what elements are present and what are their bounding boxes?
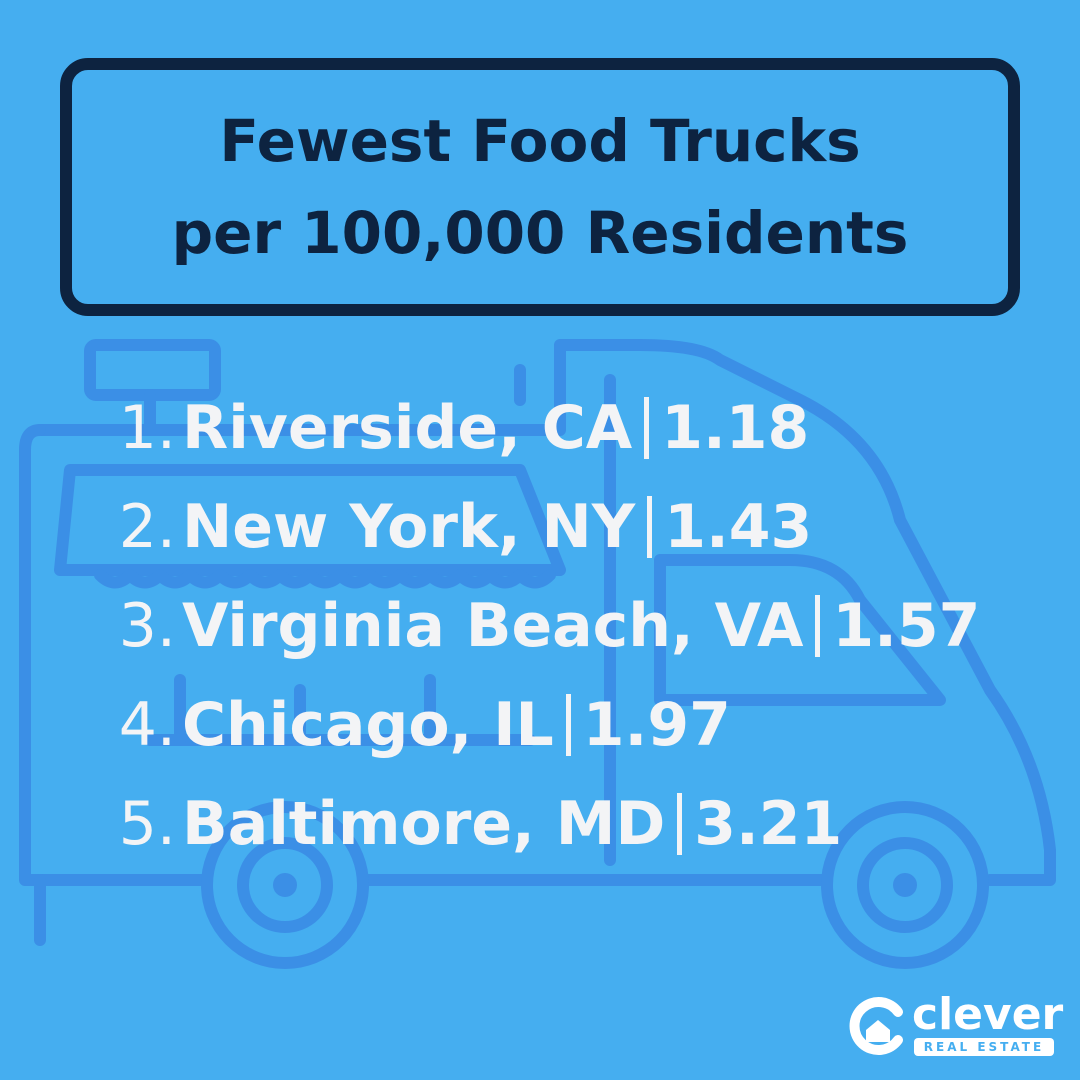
- logo: clever REAL ESTATE: [848, 990, 1063, 1065]
- list-item: 4. Chicago, IL 1.97: [0, 675, 980, 774]
- rank: 3.: [118, 590, 176, 661]
- separator: [677, 792, 683, 855]
- trucks-per-100k: 3.21: [694, 788, 843, 859]
- place-name: Chicago, IL: [182, 689, 554, 760]
- list-item: 1. Riverside, CA 1.18: [0, 378, 980, 477]
- list-item: 2. New York, NY 1.43: [0, 477, 980, 576]
- separator: [565, 693, 571, 756]
- rank: 4.: [118, 689, 176, 760]
- place-name: Virginia Beach, VA: [182, 590, 804, 661]
- list-item: 5. Baltimore, MD 3.21: [0, 774, 980, 873]
- rank: 5.: [118, 788, 176, 859]
- logo-tagline: REAL ESTATE: [914, 1038, 1054, 1056]
- title-line: Fewest Food Trucks: [219, 107, 861, 175]
- place-name: Riverside, CA: [182, 392, 633, 463]
- trucks-per-100k: 1.97: [582, 689, 731, 760]
- trucks-per-100k: 1.57: [832, 590, 981, 661]
- separator: [647, 495, 653, 558]
- list-item: 3. Virginia Beach, VA 1.57: [0, 576, 981, 675]
- place-name: Baltimore, MD: [182, 788, 666, 859]
- separator: [815, 594, 821, 657]
- ranking-list: 1. Riverside, CA 1.18 2. New York, NY 1.43 3. V…: [0, 378, 981, 873]
- logo-name: clever: [912, 989, 1064, 1040]
- title-line: per 100,000 Residents: [171, 199, 909, 267]
- title-box: Fewest Food Trucks per 100,000 Residents: [60, 58, 1020, 316]
- logo-icon: [849, 997, 903, 1055]
- place-name: New York, NY: [182, 491, 636, 562]
- separator: [644, 396, 650, 459]
- rank: 2.: [118, 491, 176, 562]
- trucks-per-100k: 1.43: [664, 491, 813, 562]
- trucks-per-100k: 1.18: [661, 392, 810, 463]
- rank: 1.: [118, 392, 176, 463]
